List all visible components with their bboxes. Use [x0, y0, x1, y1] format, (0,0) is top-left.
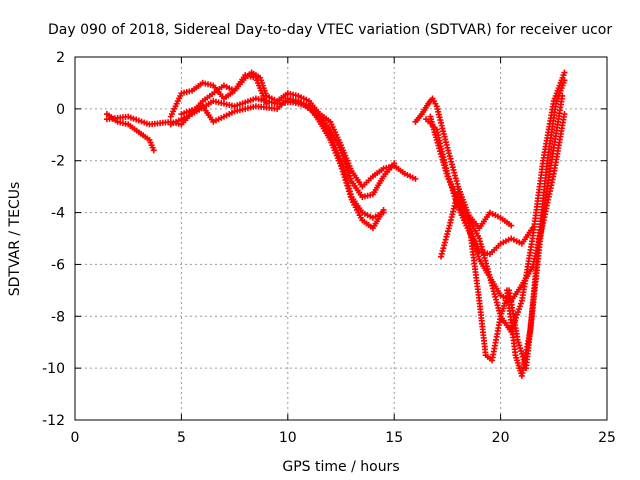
data-point: [343, 164, 350, 171]
x-tick-label: 5: [177, 430, 186, 446]
y-tick-label: -4: [51, 206, 65, 222]
data-point: [514, 336, 521, 343]
x-tick-label: 0: [71, 430, 80, 446]
data-point: [342, 161, 349, 168]
x-tick-label: 15: [385, 430, 403, 446]
y-tick-label: -10: [42, 361, 65, 377]
data-point: [346, 172, 353, 179]
data-point: [341, 158, 348, 165]
plot-frame: [74, 56, 608, 421]
y-axis-title: SDTVAR / TECUs: [7, 182, 23, 297]
data-point: [514, 311, 521, 318]
y-tick-label: 2: [56, 50, 65, 66]
y-tick-label: -12: [42, 413, 65, 429]
data-point: [561, 77, 568, 84]
y-tick-label: -2: [51, 154, 65, 170]
data-point: [518, 350, 525, 357]
data-point: [517, 345, 524, 352]
data-point: [344, 167, 351, 174]
y-tick-label: -6: [51, 257, 65, 273]
data-point: [561, 69, 568, 76]
data-point: [515, 309, 522, 316]
x-tick-label: 25: [598, 430, 616, 446]
y-tick-label: -8: [51, 309, 65, 325]
data-point: [516, 303, 523, 310]
x-tick-label: 10: [279, 430, 297, 446]
data-point: [517, 300, 524, 307]
series-5: [178, 95, 387, 232]
data-point: [347, 175, 354, 182]
series-12: [503, 77, 568, 379]
x-tick-label: 20: [492, 430, 510, 446]
x-axis-title: GPS time / hours: [282, 459, 399, 475]
data-point: [508, 222, 515, 229]
series-3: [167, 69, 419, 190]
data-point: [515, 339, 522, 346]
data-point: [518, 348, 525, 355]
data-point: [561, 111, 568, 118]
series-6: [284, 98, 387, 221]
data-point: [345, 169, 352, 176]
data-point: [380, 209, 387, 216]
chart-title: Day 090 of 2018, Sidereal Day-to-day VTE…: [48, 22, 612, 38]
data-point: [150, 147, 157, 154]
data-point: [391, 160, 398, 167]
data-point: [516, 342, 523, 349]
series-layer: [103, 69, 568, 379]
data-point: [412, 175, 419, 182]
data-point: [515, 306, 522, 313]
y-tick-label: 0: [56, 102, 65, 118]
